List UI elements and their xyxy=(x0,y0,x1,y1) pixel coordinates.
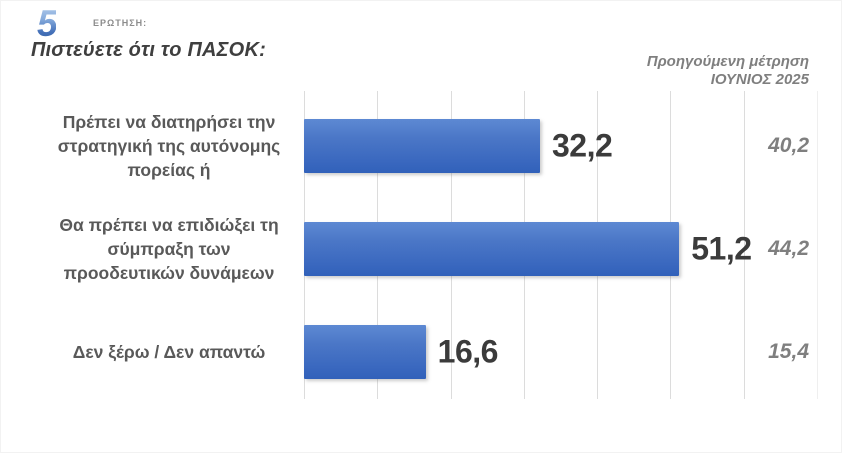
previous-measure-note: Προηγούμενη μέτρηση ΙΟΥΝΙΟΣ 2025 xyxy=(647,53,809,89)
chart-row: Δεν ξέρω / Δεν απαντώ 16,6 15,4 xyxy=(1,325,841,379)
category-label: Δεν ξέρω / Δεν απαντώ xyxy=(72,342,266,362)
previous-value-label: 40,2 xyxy=(768,134,809,157)
bar-value-label: 51,2 xyxy=(691,230,752,267)
bar xyxy=(304,222,680,276)
gridline xyxy=(817,91,818,399)
page-title: Πιστεύετε ότι το ΠΑΣΟΚ: xyxy=(31,39,266,61)
previous-value-label: 44,2 xyxy=(768,237,809,260)
previous-measure-note-line1: Προηγούμενη μέτρηση xyxy=(646,53,809,70)
bar-value-label: 32,2 xyxy=(551,127,613,164)
bar xyxy=(304,325,426,379)
category-label: Θα πρέπει να επιδιώξει τη σύμπραξη των π… xyxy=(59,215,279,283)
category-label: Πρέπει να διατηρήσει την στρατηγική της … xyxy=(57,112,281,180)
gridline xyxy=(743,91,745,399)
previous-measure-note-line2: ΙΟΥΝΙΟΣ 2025 xyxy=(710,71,809,88)
bar xyxy=(304,119,540,173)
bar-value-label: 16,6 xyxy=(437,333,499,370)
chart-row: Πρέπει να διατηρήσει την στρατηγική της … xyxy=(1,112,841,180)
previous-value-label: 15,4 xyxy=(768,340,809,363)
question-caption: ΕΡΩΤΗΣΗ: xyxy=(93,18,148,28)
chart-row: Θα πρέπει να επιδιώξει τη σύμπραξη των π… xyxy=(1,215,841,283)
channel-5-logo: 5 xyxy=(37,3,58,44)
